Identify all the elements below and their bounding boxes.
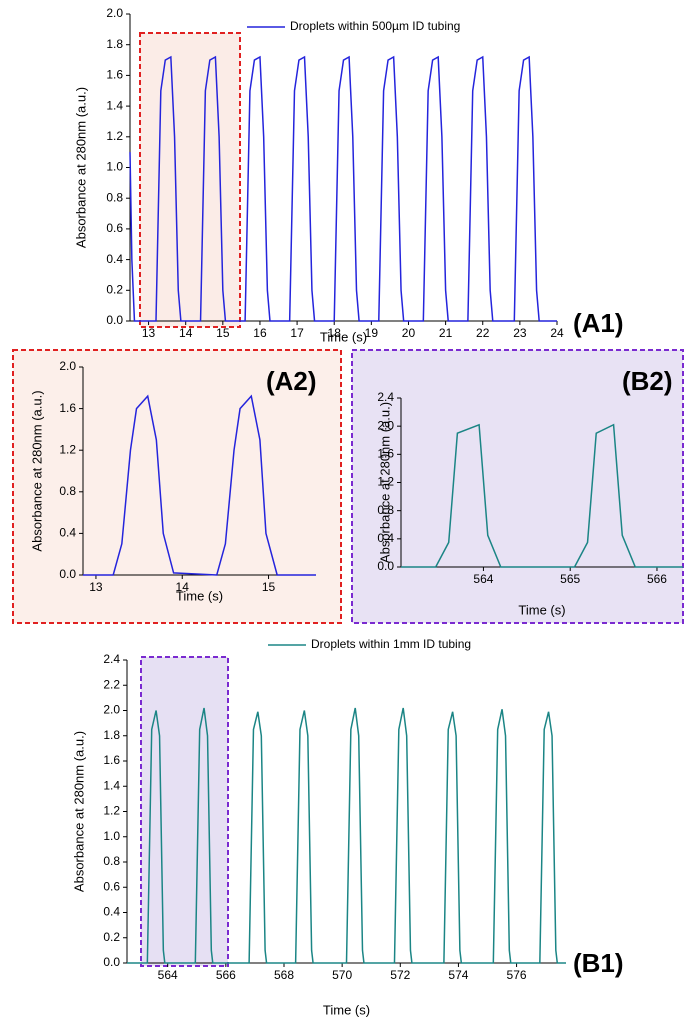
y-tick-label: 0.4 xyxy=(377,531,394,545)
panel-label: (B2) xyxy=(622,366,673,396)
y-tick-label: 0.8 xyxy=(59,484,76,498)
x-tick-label: 570 xyxy=(332,968,352,982)
y-tick-label: 2.0 xyxy=(59,359,76,373)
y-tick-label: 0.8 xyxy=(106,190,123,204)
y-tick-label: 1.6 xyxy=(59,401,76,415)
y-tick-label: 0.6 xyxy=(106,221,123,235)
y-tick-label: 2.2 xyxy=(103,677,120,691)
x-tick-label: 21 xyxy=(439,326,453,340)
x-tick-label: 24 xyxy=(550,326,564,340)
y-tick-label: 2.4 xyxy=(377,390,394,404)
x-tick-label: 574 xyxy=(448,968,468,982)
y-tick-label: 2.0 xyxy=(377,418,394,432)
y-tick-label: 2.0 xyxy=(103,703,120,717)
y-tick-label: 0.8 xyxy=(103,854,120,868)
x-tick-label: 564 xyxy=(158,968,178,982)
y-tick-label: 2.4 xyxy=(103,652,120,666)
y-tick-label: 0.0 xyxy=(106,313,123,327)
y-tick-label: 1.2 xyxy=(103,804,120,818)
x-tick-label: 576 xyxy=(507,968,527,982)
x-tick-label: 13 xyxy=(142,326,156,340)
y-tick-label: 1.2 xyxy=(377,475,394,489)
y-tick-label: 1.6 xyxy=(377,447,394,461)
y-tick-label: 0.4 xyxy=(103,905,120,919)
panel-label: (A1) xyxy=(573,308,624,338)
x-tick-label: 15 xyxy=(262,580,276,594)
y-tick-label: 1.0 xyxy=(106,160,123,174)
x-tick-label: 568 xyxy=(274,968,294,982)
x-tick-label: 22 xyxy=(476,326,490,340)
x-tick-label: 14 xyxy=(179,326,193,340)
x-tick-label: 566 xyxy=(647,572,667,586)
y-tick-label: 1.4 xyxy=(106,98,123,112)
y-axis-title: Absorbance at 280nm (a.u.) xyxy=(377,402,392,563)
x-tick-label: 16 xyxy=(253,326,267,340)
x-axis-title: Time (s) xyxy=(320,329,367,344)
data-line xyxy=(127,707,566,964)
x-tick-label: 572 xyxy=(390,968,410,982)
y-tick-label: 1.8 xyxy=(103,728,120,742)
y-tick-label: 1.2 xyxy=(59,442,76,456)
y-tick-label: 0.8 xyxy=(377,503,394,517)
highlight-box xyxy=(140,656,229,967)
x-tick-label: 13 xyxy=(89,580,103,594)
highlight-box xyxy=(139,32,241,328)
y-axis-title: Absorbance at 280nm (a.u.) xyxy=(73,87,88,248)
x-axis-title: Time (s) xyxy=(518,602,565,617)
y-tick-label: 1.4 xyxy=(103,778,120,792)
y-tick-label: 0.0 xyxy=(103,955,120,969)
zoom-panel xyxy=(351,349,684,624)
y-tick-label: 1.8 xyxy=(106,37,123,51)
y-tick-label: 0.0 xyxy=(377,559,394,573)
y-axis-title: Absorbance at 280nm (a.u.) xyxy=(71,731,86,892)
y-tick-label: 2.0 xyxy=(106,6,123,20)
x-tick-label: 565 xyxy=(560,572,580,586)
y-tick-label: 0.6 xyxy=(103,879,120,893)
data-line xyxy=(129,55,557,322)
y-axis-title: Absorbance at 280nm (a.u.) xyxy=(29,390,44,551)
y-tick-label: 0.4 xyxy=(106,252,123,266)
x-tick-label: 17 xyxy=(290,326,304,340)
x-tick-label: 23 xyxy=(513,326,527,340)
x-axis-title: Time (s) xyxy=(323,1002,370,1017)
y-tick-label: 1.2 xyxy=(106,129,123,143)
y-tick-label: 1.6 xyxy=(103,753,120,767)
y-tick-label: 1.0 xyxy=(103,829,120,843)
y-tick-label: 0.4 xyxy=(59,526,76,540)
y-tick-label: 0.2 xyxy=(106,282,123,296)
y-tick-label: 0.2 xyxy=(103,930,120,944)
x-tick-label: 14 xyxy=(176,580,190,594)
y-tick-label: 0.0 xyxy=(59,567,76,581)
x-tick-label: 20 xyxy=(402,326,416,340)
y-tick-label: 1.6 xyxy=(106,68,123,82)
x-tick-label: 566 xyxy=(216,968,236,982)
data-line xyxy=(401,423,683,568)
x-tick-label: 564 xyxy=(473,572,493,586)
x-tick-label: 15 xyxy=(216,326,230,340)
x-axis-title: Time (s) xyxy=(176,588,223,603)
zoom-panel xyxy=(12,349,342,624)
panel-label: (B1) xyxy=(573,948,624,978)
x-tick-label: 18 xyxy=(328,326,342,340)
data-line xyxy=(83,394,316,576)
legend-label: Droplets within 1mm ID tubing xyxy=(311,637,471,651)
x-tick-label: 19 xyxy=(365,326,379,340)
panel-label: (A2) xyxy=(266,366,317,396)
legend-label: Droplets within 500µm ID tubing xyxy=(290,19,460,33)
